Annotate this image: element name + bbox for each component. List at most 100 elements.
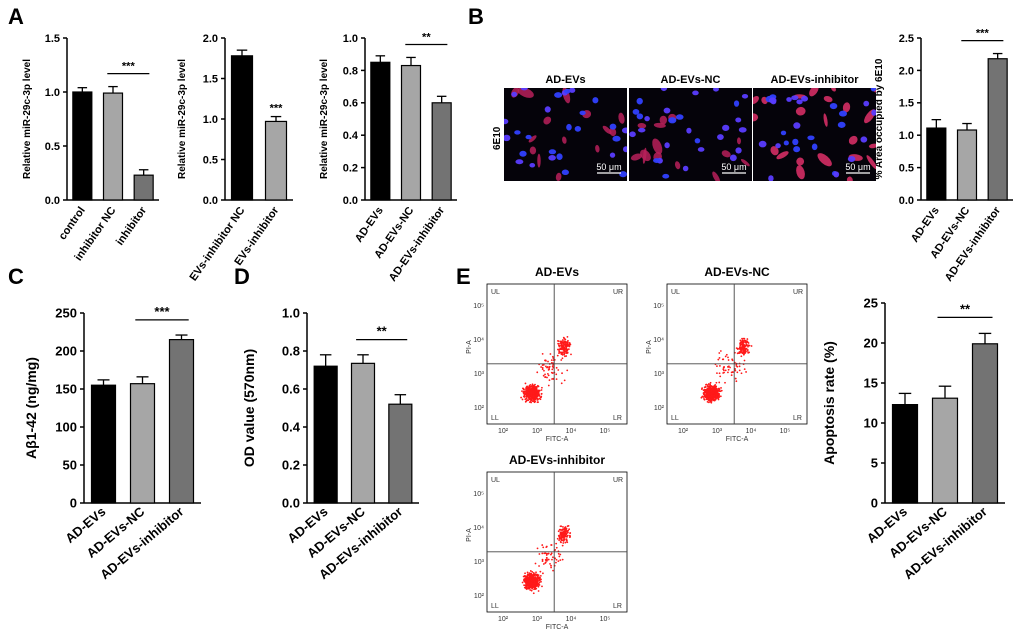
- flow-plot-title: AD-EVs-NC: [704, 265, 770, 279]
- bar: [129, 383, 156, 504]
- micrograph-row-label: 6E10: [492, 126, 503, 150]
- panel-letter-e: E: [456, 264, 471, 289]
- y-axis-title: Relative miR-29c-3p level: [177, 59, 188, 179]
- panel-letter-c: C: [8, 264, 24, 289]
- bar: [931, 397, 959, 504]
- quadrant-label: LR: [793, 415, 802, 422]
- flow-y-tick: 10²: [654, 405, 665, 412]
- quadrant-label: UL: [491, 477, 500, 484]
- y-tick-label: 0: [70, 496, 77, 511]
- flow-plot-frame: [666, 283, 808, 425]
- y-tick-label: 0.8: [282, 344, 300, 359]
- micrograph-image: [753, 88, 876, 181]
- flow-x-tick: 10³: [532, 616, 543, 623]
- significance-label: ***: [270, 103, 284, 115]
- significance-label: ***: [976, 28, 990, 40]
- y-tick-label: 100: [55, 420, 77, 435]
- flow-x-tick: 10²: [678, 428, 689, 435]
- y-tick-label: 5: [871, 456, 878, 471]
- category-label: AD-EVs: [909, 205, 942, 245]
- bar: [90, 384, 117, 504]
- micrograph-strip: AD-EVs 50 μm AD-EVs-NC 50 μm AD-EVs-inhibito…: [504, 74, 876, 181]
- flow-y-tick: 10⁵: [473, 303, 484, 310]
- quadrant-label: UR: [613, 289, 623, 296]
- y-tick-label: 0.2: [282, 458, 300, 473]
- quadrant-label: LL: [671, 415, 679, 422]
- bar: [956, 129, 978, 201]
- flow-y-tick: 10³: [474, 559, 485, 566]
- y-tick-label: 0.2: [343, 162, 358, 174]
- bar: [102, 92, 124, 201]
- flow-plot-title: AD-EVs: [535, 265, 579, 279]
- bar: [168, 339, 195, 504]
- flow-y-axis-label: PI-A: [646, 340, 653, 354]
- y-tick-label: 0.0: [899, 195, 914, 207]
- y-axis-title: OD value (570nm): [241, 349, 257, 467]
- flow-dot-cloud: [521, 524, 572, 595]
- flow-dot-cloud: [520, 335, 572, 404]
- flow-x-tick: 10⁵: [780, 428, 791, 435]
- significance-label: ***: [122, 61, 136, 73]
- flow-y-tick: 10³: [474, 371, 485, 378]
- flow-x-tick: 10³: [712, 428, 723, 435]
- y-axis-title: Relative miR-29c-3p level: [22, 59, 33, 179]
- chart-b-6e10-area: 0.0 0.5 1.0 1.5 2.0 2.5 % Area occupied by 6E1…: [874, 28, 1013, 284]
- y-tick-label: 0.0: [282, 496, 300, 511]
- bar: [891, 404, 919, 504]
- y-tick-label: 25: [864, 296, 878, 311]
- y-tick-label: 0.5: [203, 154, 218, 166]
- category-label: AD-EVs-inhibitor: [387, 204, 448, 284]
- flow-x-tick: 10⁵: [600, 428, 611, 435]
- y-tick-label: 150: [55, 382, 77, 397]
- y-axis-title: Aβ1-42 (ng/mg): [23, 357, 39, 459]
- y-tick-label: 2.5: [899, 33, 914, 45]
- flow-x-axis-label: FITC-A: [546, 436, 569, 443]
- scale-bar-label: 50 μm: [845, 162, 870, 172]
- flow-cytometry-plots: AD-EVs UL UR LL LR 10² 10² 10³ 10³ 10⁴ 10⁴ 10⁵ 10⁵ FI…: [466, 265, 808, 631]
- flow-y-axis-label: PI-A: [466, 340, 473, 354]
- y-tick-label: 0.6: [282, 382, 300, 397]
- y-tick-label: 1.5: [45, 33, 60, 45]
- y-tick-label: 0.4: [343, 130, 359, 142]
- micrograph-title: AD-EVs-inhibitor: [771, 74, 860, 86]
- bar: [230, 55, 254, 201]
- quadrant-label: LR: [613, 603, 622, 610]
- bar: [388, 403, 413, 504]
- flow-x-tick: 10⁴: [566, 616, 577, 623]
- flow-x-tick: 10⁴: [566, 428, 577, 435]
- category-label: AD-EVs-inhibitor: [943, 204, 1004, 284]
- y-tick-label: 0.0: [343, 195, 358, 207]
- y-tick-label: 1.5: [203, 73, 218, 85]
- y-tick-label: 1.0: [203, 114, 218, 126]
- category-label: control: [57, 205, 88, 242]
- significance-label: **: [960, 301, 971, 316]
- y-tick-label: 0.0: [203, 195, 218, 207]
- y-tick-label: 1.5: [899, 98, 914, 110]
- flow-x-tick: 10³: [532, 428, 543, 435]
- significance-label: ***: [154, 304, 170, 319]
- y-tick-label: 20: [864, 336, 878, 351]
- micrograph-image: [504, 88, 627, 181]
- bar: [926, 127, 947, 201]
- y-tick-label: 250: [55, 306, 77, 321]
- flow-y-tick: 10³: [654, 371, 665, 378]
- y-tick-label: 1.0: [899, 130, 914, 142]
- flow-x-tick: 10⁵: [600, 616, 611, 623]
- flow-plot-frame: [486, 283, 628, 425]
- bar: [370, 61, 391, 201]
- flow-y-tick: 10⁴: [473, 525, 484, 532]
- y-axis-title: % Area occupied by 6E10: [874, 58, 885, 179]
- y-tick-label: 0.5: [899, 162, 914, 174]
- significance-label: **: [377, 324, 388, 339]
- flow-y-tick: 10⁴: [473, 337, 484, 344]
- quadrant-label: UR: [793, 289, 803, 296]
- y-tick-label: 0.0: [45, 195, 60, 207]
- micrograph-title: AD-EVs: [545, 74, 585, 86]
- quadrant-label: UL: [491, 289, 500, 296]
- quadrant-label: UL: [671, 289, 680, 296]
- y-tick-label: 0.6: [343, 98, 358, 110]
- flow-x-tick: 10⁴: [746, 428, 757, 435]
